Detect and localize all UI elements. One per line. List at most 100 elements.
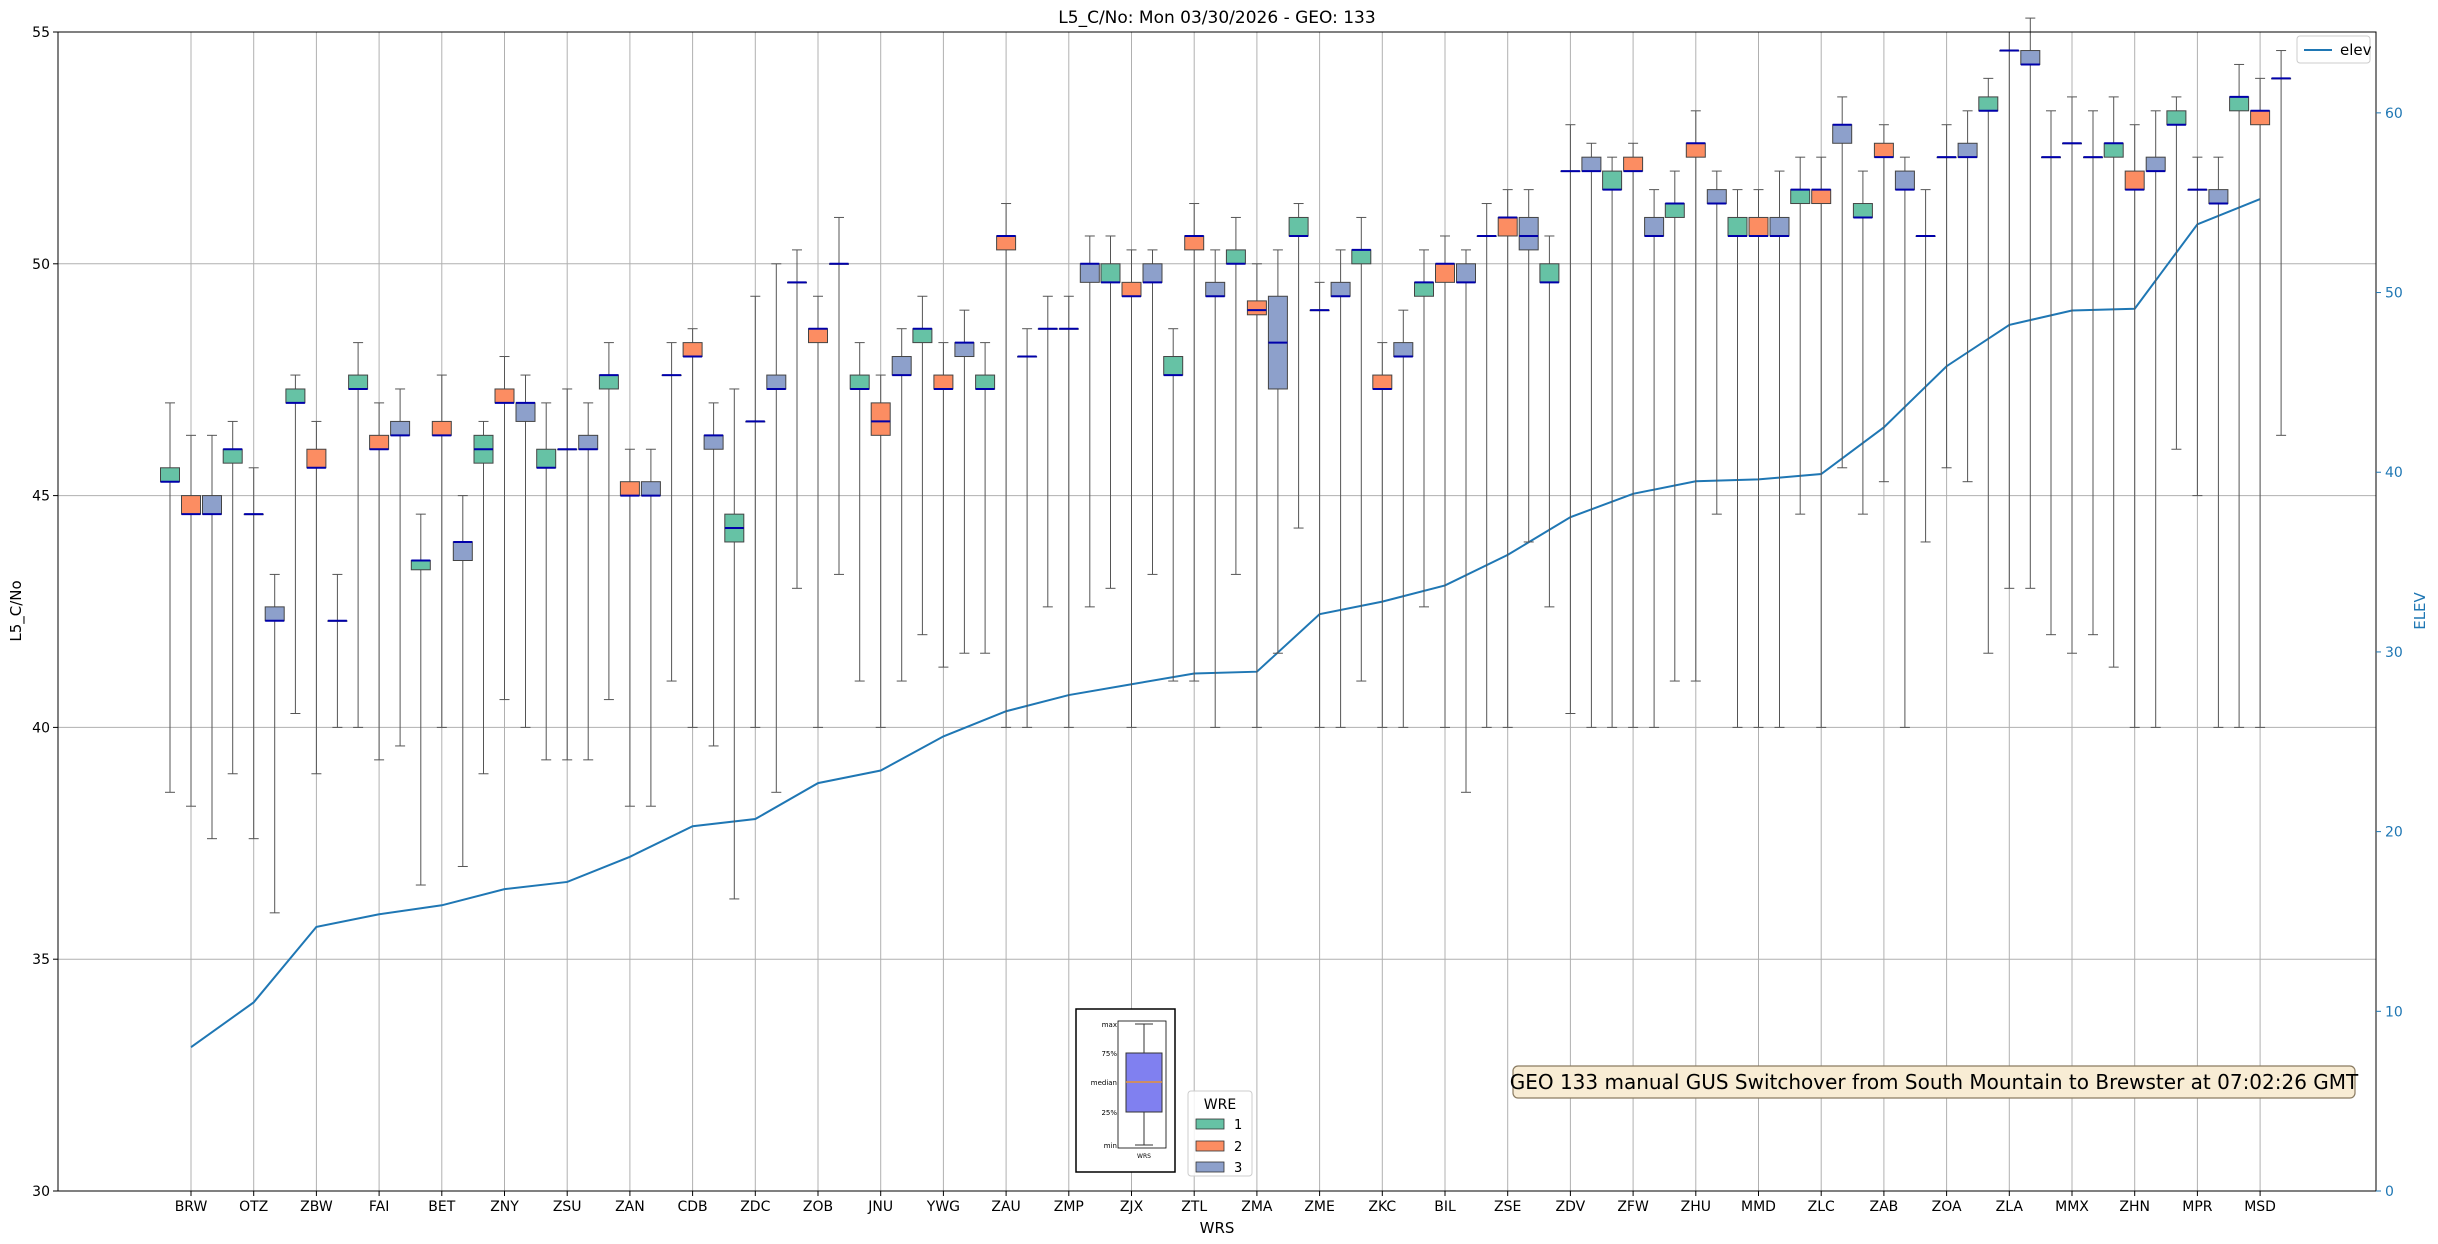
box-iqr xyxy=(975,374,996,390)
box-wre-3 xyxy=(264,573,285,914)
box-iqr xyxy=(452,541,473,562)
box-iqr xyxy=(494,388,515,404)
elev-layer xyxy=(190,198,2261,1049)
plot-frame xyxy=(57,31,2377,1192)
box-wre-3 xyxy=(891,328,912,682)
box-iqr xyxy=(2103,142,2124,158)
box-wre-3 xyxy=(1079,235,1100,608)
box-wre-3 xyxy=(1957,110,1978,483)
box-wre-1 xyxy=(348,342,369,728)
box-wre-2 xyxy=(1936,124,1957,469)
wre-legend-title: WRE xyxy=(1204,1097,1236,1113)
annotation-text: GEO 133 manual GUS Switchover from South… xyxy=(1510,1070,2359,1094)
wre-legend-frame xyxy=(1187,1090,1253,1177)
axis-layer: 30 35 40 45 50 55 0 10 20 30 40 50 60 BRW OTZ ZBW FAI BET… xyxy=(32,25,2403,1215)
box-wre-1 xyxy=(1288,203,1309,529)
y2-tick-label: 20 xyxy=(2385,825,2403,841)
box-wre-2 xyxy=(808,295,828,728)
box-wre-2 xyxy=(1685,110,1706,682)
box-iqr xyxy=(1978,96,1999,112)
x-tick-label: ZOB xyxy=(803,1199,833,1215)
box-wre-1 xyxy=(1915,189,1936,543)
box-wre-1 xyxy=(1664,170,1685,682)
box-wre-2 xyxy=(996,203,1017,728)
box-wre-1 xyxy=(2166,96,2187,450)
box-wre-3 xyxy=(452,495,473,867)
box-key-label-max: max xyxy=(1102,1021,1117,1029)
box-iqr xyxy=(1288,216,1309,237)
box-wre-3 xyxy=(1142,249,1163,575)
box-iqr xyxy=(181,495,201,515)
x-tick-label: ZKC xyxy=(1368,1199,1396,1215)
box-iqr xyxy=(1184,235,1205,251)
box-wre-2 xyxy=(870,374,891,728)
box-wre-1 xyxy=(1539,235,1560,608)
wre-legend-label-3: 3 xyxy=(1234,1161,1242,1176)
box-iqr xyxy=(1602,170,1623,191)
box-wre-1 xyxy=(912,295,933,636)
wre-legend-swatch-3 xyxy=(1195,1161,1225,1173)
wre-legend-label-2: 2 xyxy=(1234,1140,1242,1155)
y2-tick-label: 30 xyxy=(2385,645,2403,661)
box-wre-3 xyxy=(2083,110,2103,636)
box-wre-3 xyxy=(1706,170,1727,515)
box-wre-3 xyxy=(2145,110,2166,728)
box-iqr xyxy=(536,448,557,469)
box-wre-2 xyxy=(306,420,327,775)
box-iqr xyxy=(1727,216,1748,237)
box-wre-1 xyxy=(160,402,180,793)
box-iqr xyxy=(1852,203,1873,218)
box-wre-2 xyxy=(1372,342,1393,728)
y-tick-label: 50 xyxy=(32,257,50,273)
box-iqr xyxy=(1664,203,1685,218)
x-tick-label: ZHU xyxy=(1681,1199,1711,1215)
box-wre-1 xyxy=(1727,189,1748,728)
y2-tick-label: 40 xyxy=(2385,465,2403,481)
box-wre-1 xyxy=(1414,249,1434,608)
x-tick-label: ZFW xyxy=(1617,1199,1649,1215)
box-wre-2 xyxy=(2187,156,2208,497)
box-wre-2 xyxy=(181,434,201,807)
annotation: GEO 133 manual GUS Switchover from South… xyxy=(1510,1065,2359,1099)
box-iqr xyxy=(703,434,724,450)
x-tick-label: ZOA xyxy=(1932,1199,1962,1215)
box-iqr xyxy=(578,434,599,450)
box-wre-2 xyxy=(1184,203,1205,682)
box-wre-1 xyxy=(724,388,745,900)
box-wre-2 xyxy=(1246,263,1267,728)
box-wre-1 xyxy=(975,342,996,654)
elev-legend-frame xyxy=(2296,35,2371,64)
box-wre-2 xyxy=(1560,124,1581,714)
box-iqr xyxy=(2208,189,2229,205)
box-wre-1 xyxy=(2041,110,2061,636)
box-wre-2 xyxy=(682,328,703,728)
x-tick-label: ZMA xyxy=(1241,1199,1273,1215)
box-wre-3 xyxy=(390,388,411,747)
x-tick-label: ZDC xyxy=(740,1199,770,1215)
box-iqr xyxy=(1079,263,1100,283)
box-iqr xyxy=(808,328,828,344)
box-iqr xyxy=(1497,216,1518,237)
x-tick-label: BIL xyxy=(1434,1199,1456,1215)
box-wre-3 xyxy=(1017,328,1038,728)
y-tick-label: 35 xyxy=(32,952,50,968)
box-wre-2 xyxy=(1497,189,1518,728)
x-tick-label: ZJX xyxy=(1120,1199,1144,1215)
box-wre-2 xyxy=(1873,124,1894,483)
box-iqr xyxy=(1225,249,1246,265)
y-axis-label: L5_C/No xyxy=(7,580,26,641)
box-wre-3 xyxy=(640,448,661,807)
x-tick-label: ZAN xyxy=(615,1199,645,1215)
box-wre-3 xyxy=(1644,189,1665,728)
box-iqr xyxy=(1957,142,1978,158)
box-iqr xyxy=(954,342,975,358)
box-iqr xyxy=(598,374,619,390)
box-iqr xyxy=(1121,281,1142,297)
box-iqr xyxy=(410,560,431,571)
box-iqr xyxy=(431,420,452,436)
box-iqr xyxy=(849,374,870,390)
box-key-inner xyxy=(1117,1020,1167,1149)
box-iqr xyxy=(1456,263,1476,283)
box-wre-2 xyxy=(494,356,515,701)
box-wre-3 xyxy=(1894,156,1915,728)
